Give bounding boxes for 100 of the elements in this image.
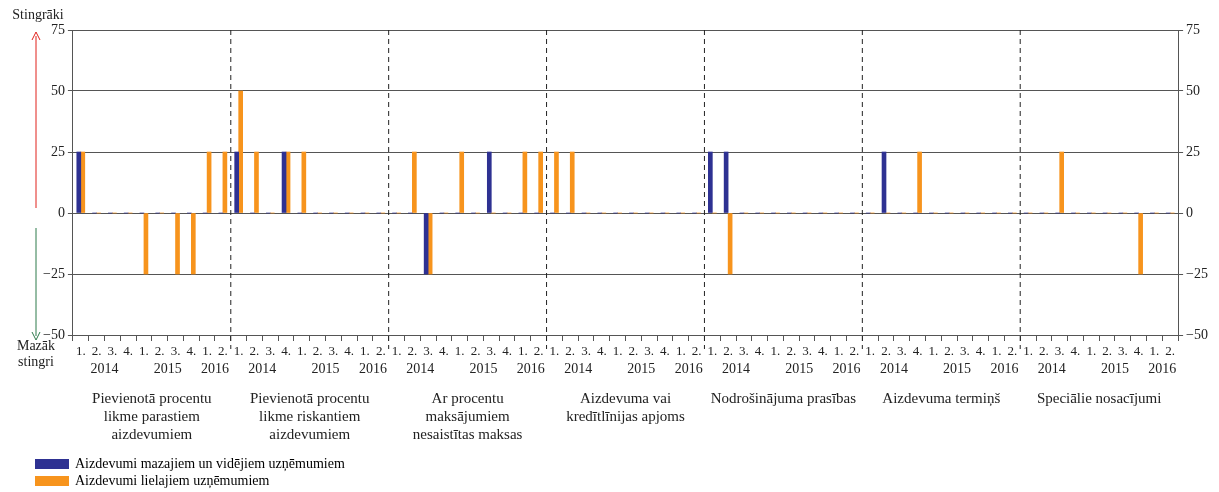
bar (486, 151, 492, 213)
x-tick-label: 3. (802, 343, 812, 359)
x-tick-label: 2. (218, 343, 228, 359)
x-tick-label: 2. (533, 343, 544, 359)
x-tick-label: 1. (391, 343, 402, 359)
y2-tick-label: −50 (1186, 326, 1209, 342)
x-tick-label: 2. (849, 343, 860, 359)
bar (459, 151, 465, 213)
x-tick-label: 4. (344, 343, 355, 359)
text: Pievienotā procentu likme riskantiem aizdevumiem (249, 390, 370, 443)
x-tick-label: 4. (1133, 343, 1144, 359)
x-tick-label: 2. (407, 343, 418, 359)
legend-label: Aizdevumi lielajiem uzņēmumiem (75, 472, 270, 489)
x-tick-label: 1. (833, 343, 844, 359)
x-tick-label: 4. (817, 343, 828, 359)
x-tick-label: 2. (1039, 343, 1049, 359)
x-tick-label: 2. (944, 343, 955, 359)
text: Ar procentu maksājumiem nesaistītas maksas (412, 390, 523, 443)
x-tick-label: 2. (1102, 343, 1112, 359)
text: Pievienotā procentu likme parastiem aizdevumiem (92, 390, 213, 443)
x-tick-label: 2. (91, 343, 102, 359)
legend-label: Aizdevumi mazajiem un vidējiem uzņēmumiem (75, 455, 345, 472)
x-tick-label: 1. (75, 343, 86, 359)
bar (569, 151, 575, 213)
x-tick-label: 4. (502, 343, 512, 359)
x-tick-label: 4. (439, 343, 449, 359)
text: 2015 (785, 360, 814, 376)
x-tick-label: 1. (612, 343, 623, 359)
y-tick-label: 0 (57, 204, 65, 220)
x-tick-label: 1. (991, 343, 1002, 359)
x-tick-label: 2. (628, 343, 639, 359)
y2-tick-label: 25 (1186, 143, 1201, 159)
y-tick-label: 25 (50, 143, 65, 159)
x-tick-label: 1. (139, 343, 149, 359)
x-tick-label: 3. (486, 343, 497, 359)
x-tick-label: 1. (518, 343, 528, 359)
text: 2016 (990, 360, 1019, 376)
text: 2015 (627, 360, 656, 376)
x-tick-label: 1. (707, 343, 718, 359)
y2-tick-label: −25 (1186, 265, 1209, 281)
x-tick-label: 2. (565, 343, 576, 359)
x-tick-label: 1. (1149, 343, 1160, 359)
x-tick-label: 1. (202, 343, 212, 359)
x-tick-label: 4. (660, 343, 670, 359)
x-tick-label: 3. (1117, 343, 1128, 359)
x-tick-label: 2. (249, 343, 260, 359)
text: 2014 (1037, 360, 1066, 376)
x-tick-label: 1. (233, 343, 244, 359)
text: 2014 (722, 360, 751, 376)
bar (175, 213, 180, 275)
x-tick-label: 1. (549, 343, 560, 359)
text: 2016 (674, 360, 703, 376)
text: 2014 (90, 360, 119, 376)
x-tick-label: 2. (375, 343, 386, 359)
x-tick-label: 2. (312, 343, 323, 359)
x-tick-label: 2. (1165, 343, 1176, 359)
bar (1138, 213, 1143, 275)
x-tick-label: 2. (881, 343, 891, 359)
bar (234, 151, 240, 213)
text: 2016 (358, 360, 387, 376)
x-tick-label: 2. (691, 343, 702, 359)
text: 2016 (200, 360, 229, 376)
y-tick-label: 75 (50, 21, 65, 37)
x-tick-label: 2. (723, 343, 733, 359)
x-tick-label: 3. (107, 343, 118, 359)
bar (254, 151, 259, 213)
x-tick-label: 4. (754, 343, 765, 359)
x-tick-label: 3. (423, 343, 434, 359)
bar (1059, 151, 1065, 213)
x-tick-label: 3. (644, 343, 655, 359)
x-tick-label: 1. (1023, 343, 1033, 359)
x-tick-label: 3. (170, 343, 181, 359)
x-tick-label: 4. (123, 343, 134, 359)
text: 2014 (879, 360, 908, 376)
x-tick-label: 3. (896, 343, 907, 359)
y-tick-label: 50 (50, 82, 65, 98)
text: 2015 (311, 360, 340, 376)
text: Speciālie nosacījumi (1036, 390, 1162, 407)
text: Mazāk stingri (16, 337, 56, 369)
y-tick-label: −25 (42, 265, 65, 281)
text: 2016 (516, 360, 545, 376)
y2-tick-label: 0 (1186, 204, 1194, 220)
x-tick-label: 3. (581, 343, 591, 359)
y2-tick-label: 50 (1186, 82, 1201, 98)
x-tick-label: 1. (454, 343, 465, 359)
x-tick-label: 4. (186, 343, 197, 359)
bar (708, 151, 713, 213)
x-tick-label: 3. (328, 343, 339, 359)
x-tick-label: 3. (1054, 343, 1065, 359)
y2-tick-label: 75 (1186, 21, 1201, 37)
x-tick-label: 4. (912, 343, 923, 359)
x-tick-label: 1. (928, 343, 939, 359)
text: 2016 (832, 360, 861, 376)
x-tick-label: 2. (470, 343, 481, 359)
bar (538, 151, 543, 213)
x-tick-label: 4. (1070, 343, 1081, 359)
text: 2015 (943, 360, 972, 376)
x-tick-label: 2. (154, 343, 165, 359)
text: 2014 (406, 360, 435, 376)
text: 2014 (248, 360, 277, 376)
